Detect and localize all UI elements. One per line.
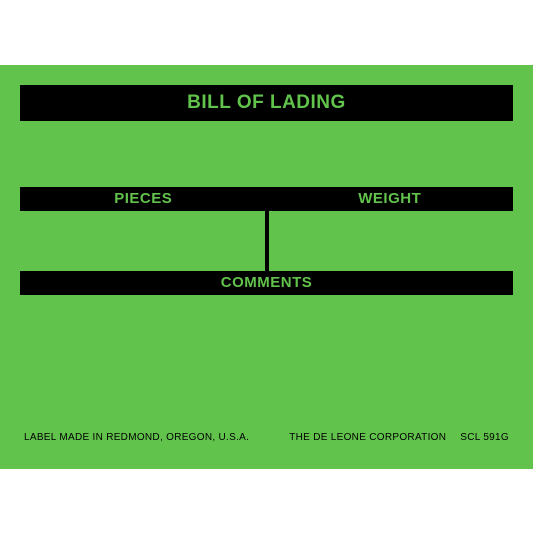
title-text: BILL OF LADING: [187, 92, 346, 114]
footer-left: LABEL MADE IN REDMOND, OREGON, U.S.A.: [24, 432, 249, 443]
pieces-label: PIECES: [20, 187, 267, 211]
footer-company: THE DE LEONE CORPORATION: [289, 432, 446, 443]
weight-field[interactable]: [269, 211, 514, 271]
weight-label: WEIGHT: [267, 187, 514, 211]
shipping-label: BILL OF LADING PIECES WEIGHT COMMENTS LA…: [0, 65, 533, 469]
footer-code: SCL 591G: [460, 432, 509, 443]
footer: LABEL MADE IN REDMOND, OREGON, U.S.A. TH…: [20, 427, 513, 449]
comments-label: COMMENTS: [221, 274, 313, 291]
bill-of-lading-field[interactable]: [20, 121, 513, 187]
title-bar: BILL OF LADING: [20, 85, 513, 121]
pieces-weight-fields: [20, 211, 513, 271]
footer-right: THE DE LEONE CORPORATION SCL 591G: [289, 432, 509, 443]
comments-header: COMMENTS: [20, 271, 513, 295]
label-inner: BILL OF LADING PIECES WEIGHT COMMENTS LA…: [20, 85, 513, 449]
pieces-field[interactable]: [20, 211, 269, 271]
pieces-weight-header: PIECES WEIGHT: [20, 187, 513, 211]
comments-field[interactable]: [20, 295, 513, 427]
